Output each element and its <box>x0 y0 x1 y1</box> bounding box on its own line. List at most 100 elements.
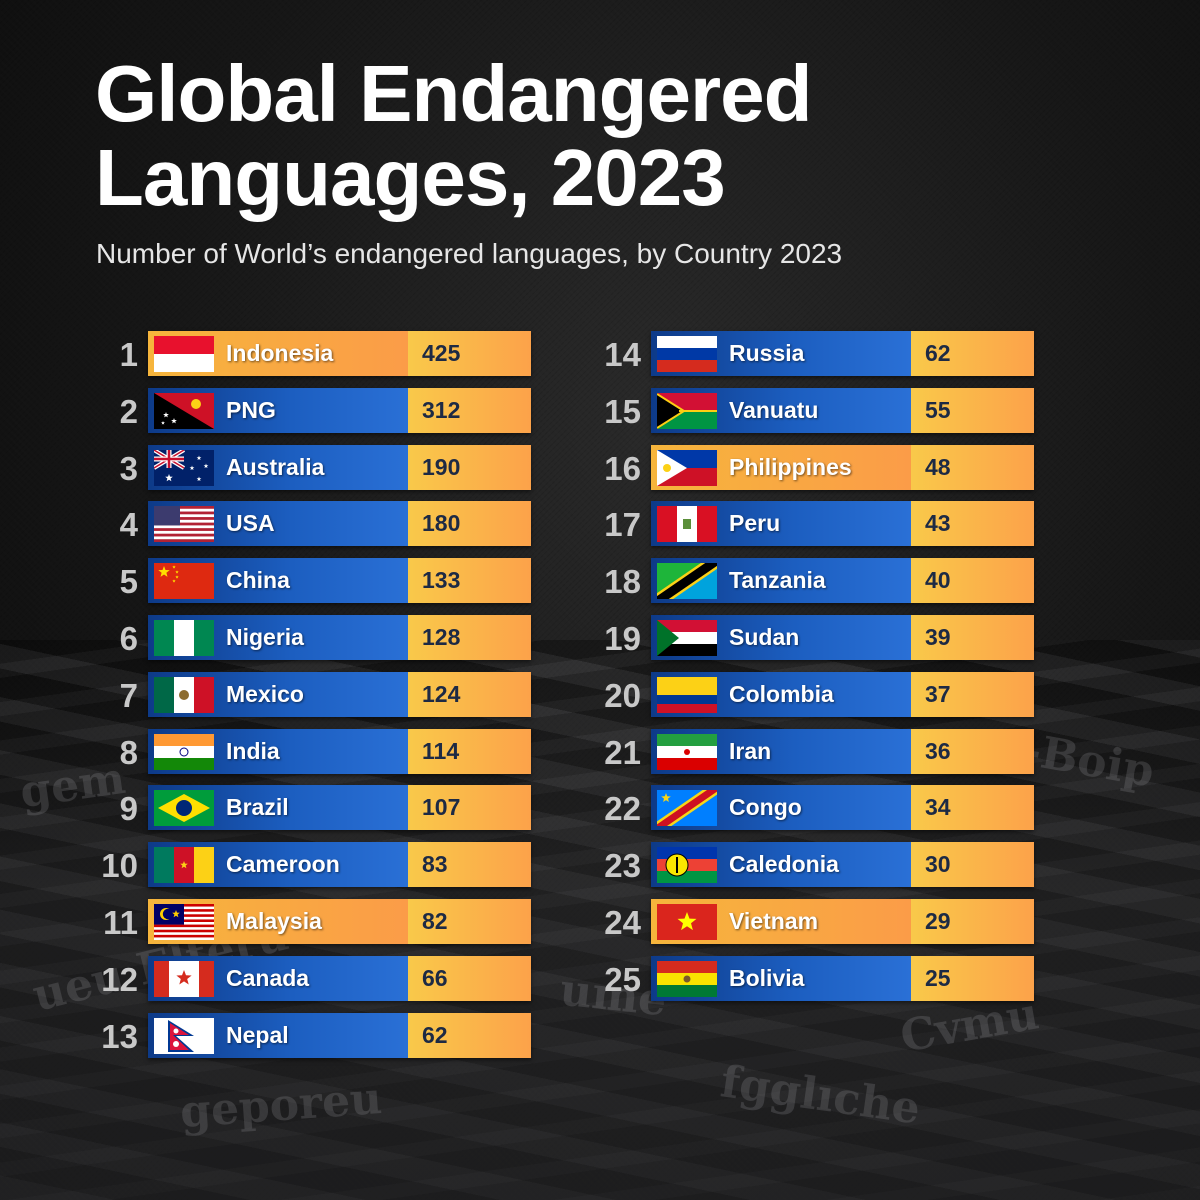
rank-number: 5 <box>119 563 138 601</box>
ranking-bar: Sudan 39 <box>651 614 1034 660</box>
value-cell: 37 <box>911 671 1034 717</box>
page-title: Global Endangered Languages, 2023 <box>95 49 812 222</box>
ranking-bar: Vanuatu 55 <box>651 387 1034 433</box>
ranking-bar: USA 180 <box>148 501 531 547</box>
country-cell: Australia <box>148 444 408 490</box>
vanuatu-flag-icon <box>657 392 717 429</box>
russia-flag-icon <box>657 336 717 372</box>
language-count: 124 <box>422 680 461 707</box>
rank-number: 19 <box>604 619 641 657</box>
ranking-bar: Nigeria 128 <box>148 614 531 660</box>
country-name: Philippines <box>729 453 852 480</box>
country-name: Cameroon <box>226 851 340 878</box>
rank-number: 10 <box>101 847 138 885</box>
country-cell: Congo <box>651 785 911 831</box>
rank-number: 21 <box>604 733 641 771</box>
language-count: 40 <box>925 567 951 594</box>
sudan-flag-icon <box>657 619 717 656</box>
png-flag-icon <box>154 392 214 429</box>
country-cell: Russia <box>651 331 911 376</box>
country-name: Sudan <box>729 623 800 650</box>
language-count: 55 <box>925 396 951 423</box>
malaysia-flag-icon <box>154 903 214 940</box>
rank-number: 24 <box>604 903 641 941</box>
value-cell: 62 <box>911 331 1034 376</box>
rank-number: 16 <box>604 449 641 487</box>
peru-flag-icon <box>657 506 717 543</box>
congo-flag-icon <box>657 790 717 827</box>
language-count: 190 <box>422 453 461 480</box>
country-cell: PNG <box>148 387 408 433</box>
country-cell: Caledonia <box>651 842 911 888</box>
value-cell: 66 <box>408 955 531 1001</box>
country-cell: Colombia <box>651 671 911 717</box>
language-count: 48 <box>925 453 951 480</box>
country-name: Nigeria <box>226 623 304 650</box>
language-count: 34 <box>925 794 951 821</box>
country-name: Australia <box>226 453 325 480</box>
brazil-flag-icon <box>154 790 214 827</box>
country-name: Bolivia <box>729 964 805 991</box>
rank-number: 18 <box>604 563 641 601</box>
ranking-bar: Nepal 62 <box>148 1012 531 1058</box>
ranking-bar: PNG 312 <box>148 387 531 433</box>
canada-flag-icon <box>154 960 214 997</box>
country-cell: Canada <box>148 955 408 1001</box>
country-name: Iran <box>729 737 772 764</box>
rank-number: 7 <box>119 676 138 714</box>
language-count: 83 <box>422 851 448 878</box>
country-cell: Nigeria <box>148 614 408 660</box>
rank-number: 20 <box>604 676 641 714</box>
rank-number: 11 <box>103 903 138 941</box>
caledonia-flag-icon <box>657 847 717 884</box>
country-name: USA <box>226 510 275 537</box>
language-count: 133 <box>422 567 461 594</box>
language-count: 66 <box>422 964 448 991</box>
country-name: Brazil <box>226 794 289 821</box>
rank-number: 9 <box>119 790 138 828</box>
mexico-flag-icon <box>154 676 214 713</box>
philippines-flag-icon <box>657 449 717 486</box>
rank-number: 4 <box>119 506 138 544</box>
country-name: Russia <box>729 340 805 366</box>
country-name: Caledonia <box>729 851 839 878</box>
rank-number: 8 <box>119 733 138 771</box>
language-count: 62 <box>925 340 951 366</box>
ranking-bar: Congo 34 <box>651 785 1034 831</box>
country-cell: Tanzania <box>651 558 911 604</box>
value-cell: 30 <box>911 842 1034 888</box>
ranking-bar: Mexico 124 <box>148 671 531 717</box>
bolivia-flag-icon <box>657 960 717 997</box>
rank-number: 14 <box>604 336 641 373</box>
language-count: 25 <box>925 964 951 991</box>
country-cell: China <box>148 558 408 604</box>
country-name: India <box>226 737 280 764</box>
language-count: 62 <box>422 1021 448 1048</box>
value-cell: 425 <box>408 331 531 376</box>
ranking-bar: Iran 36 <box>651 728 1034 774</box>
country-name: Nepal <box>226 1021 289 1048</box>
value-cell: 312 <box>408 387 531 433</box>
value-cell: 180 <box>408 501 531 547</box>
value-cell: 62 <box>408 1012 531 1058</box>
value-cell: 39 <box>911 614 1034 660</box>
language-count: 180 <box>422 510 461 537</box>
nepal-flag-icon <box>154 1017 214 1054</box>
ranking-bar: Tanzania 40 <box>651 558 1034 604</box>
value-cell: 55 <box>911 387 1034 433</box>
country-name: China <box>226 567 290 594</box>
rank-number: 13 <box>101 1017 138 1055</box>
country-name: Indonesia <box>226 340 334 366</box>
country-cell: Philippines <box>651 444 911 490</box>
language-count: 107 <box>422 794 461 821</box>
value-cell: 107 <box>408 785 531 831</box>
value-cell: 34 <box>911 785 1034 831</box>
value-cell: 124 <box>408 671 531 717</box>
rank-number: 12 <box>101 960 138 998</box>
value-cell: 48 <box>911 444 1034 490</box>
value-cell: 128 <box>408 614 531 660</box>
language-count: 312 <box>422 396 461 423</box>
language-count: 29 <box>925 907 951 934</box>
iran-flag-icon <box>657 733 717 770</box>
language-count: 425 <box>422 340 461 366</box>
